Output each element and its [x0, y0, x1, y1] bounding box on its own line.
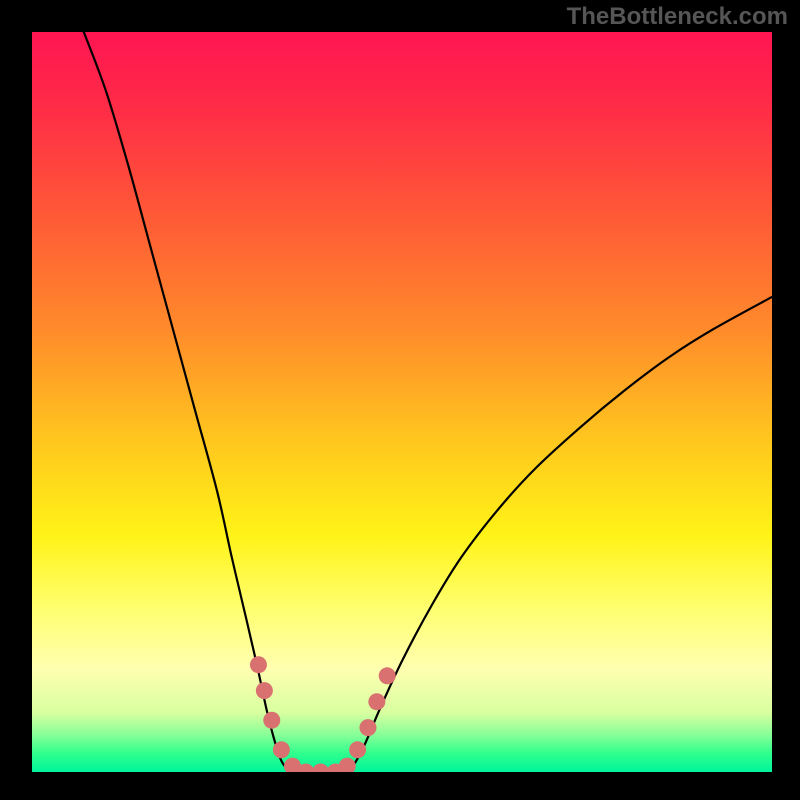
watermark-text: TheBottleneck.com	[567, 3, 788, 31]
bottleneck-marker	[312, 764, 329, 773]
bottleneck-marker	[349, 741, 366, 758]
chart-frame: TheBottleneck.com	[0, 0, 800, 800]
marker-group	[250, 656, 396, 772]
plot-area	[32, 32, 772, 772]
bottleneck-marker	[359, 719, 376, 736]
bottleneck-marker	[368, 693, 385, 710]
bottleneck-marker	[256, 682, 273, 699]
bottleneck-curve	[84, 32, 772, 772]
curve-layer	[32, 32, 772, 772]
bottleneck-marker	[273, 741, 290, 758]
bottleneck-marker	[250, 656, 267, 673]
bottleneck-marker	[339, 758, 356, 772]
bottleneck-marker	[379, 667, 396, 684]
bottleneck-marker	[263, 712, 280, 729]
